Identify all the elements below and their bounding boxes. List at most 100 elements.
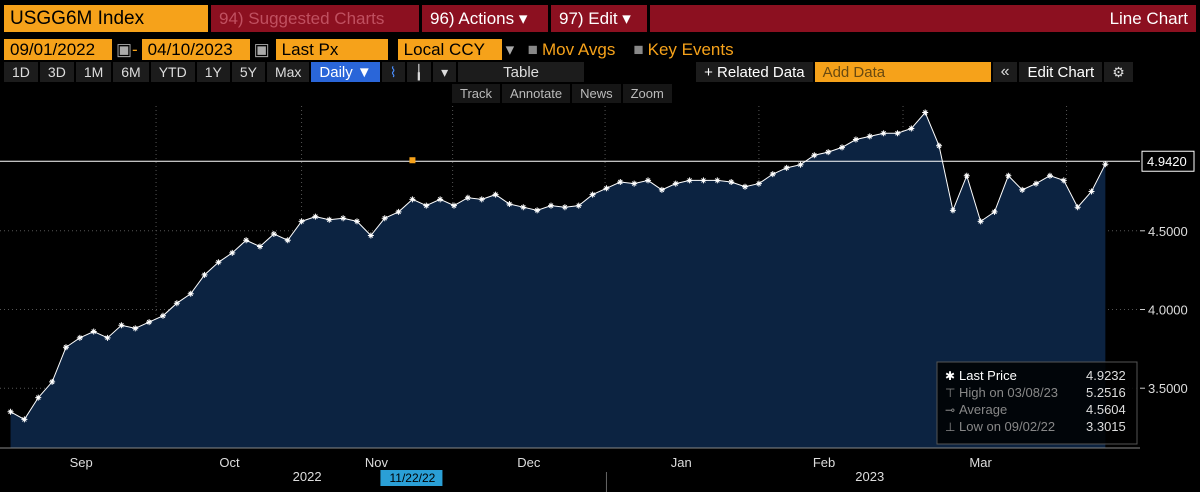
point bbox=[326, 216, 333, 223]
point bbox=[381, 215, 388, 222]
edit-chart[interactable]: Edit Chart bbox=[1019, 62, 1103, 82]
point bbox=[561, 204, 568, 211]
line-icon[interactable]: ⌇ bbox=[381, 62, 405, 82]
range-button[interactable]: Max bbox=[266, 62, 310, 82]
point bbox=[700, 177, 707, 184]
legend-icon: ✱ bbox=[945, 369, 955, 383]
settings[interactable]: ⚙ bbox=[1104, 62, 1133, 82]
bar-icon[interactable]: ╽ bbox=[406, 62, 432, 82]
start-date[interactable]: 09/01/2022 bbox=[4, 39, 112, 60]
y-tick-label: 3.5000 bbox=[1148, 381, 1188, 396]
currency[interactable]: Local CCY bbox=[397, 39, 502, 60]
menu[interactable]: 94) Suggested Charts bbox=[211, 5, 419, 32]
dropdown[interactable]: ▾ bbox=[505, 39, 515, 59]
point bbox=[159, 312, 166, 319]
point bbox=[991, 208, 998, 215]
top-bar: USGG6M Index 94) Suggested Charts 96) Ac… bbox=[4, 5, 1196, 32]
point bbox=[880, 130, 887, 137]
option[interactable]: Key Events bbox=[647, 39, 734, 59]
menu[interactable]: 97) Edit ▾ bbox=[551, 5, 647, 32]
legend-box bbox=[936, 361, 1138, 445]
point bbox=[464, 194, 471, 201]
point bbox=[825, 149, 832, 156]
point bbox=[49, 378, 56, 385]
point bbox=[312, 213, 319, 220]
point bbox=[1088, 188, 1095, 195]
end-date[interactable]: 04/10/2023 bbox=[141, 39, 250, 60]
checkbox[interactable]: ■ bbox=[633, 39, 644, 59]
point bbox=[423, 202, 430, 209]
tool[interactable]: Zoom bbox=[622, 84, 672, 103]
range-button[interactable]: 1Y bbox=[196, 62, 230, 82]
y-tick-label: 4.5000 bbox=[1148, 224, 1188, 239]
related[interactable]: + Related Data bbox=[696, 62, 813, 82]
range-button[interactable]: 6M bbox=[113, 62, 149, 82]
point bbox=[658, 186, 665, 193]
point bbox=[256, 243, 263, 250]
range-bar: 1D 3D 1M 6M YTD 1Y 5Y Max Daily ▼ ⌇ ╽ ▾ Table + Relat… bbox=[4, 62, 1196, 82]
line bbox=[10, 111, 1106, 421]
area bbox=[10, 112, 1106, 448]
range-button[interactable]: 5Y bbox=[231, 62, 265, 82]
point bbox=[1019, 186, 1026, 193]
ticker[interactable]: USGG6M Index bbox=[4, 5, 208, 32]
tool[interactable]: Annotate bbox=[502, 84, 571, 103]
point bbox=[76, 334, 83, 341]
point bbox=[506, 201, 513, 208]
point bbox=[62, 344, 69, 351]
legend-label: Last Price bbox=[959, 368, 1017, 383]
point bbox=[492, 191, 499, 198]
point bbox=[146, 319, 153, 326]
point bbox=[839, 144, 846, 151]
marker-box bbox=[380, 470, 443, 486]
point bbox=[7, 408, 14, 415]
period[interactable]: Daily ▼ bbox=[311, 62, 380, 82]
legend-value: 5.2516 bbox=[1086, 385, 1126, 400]
point bbox=[35, 394, 42, 401]
x-tick-label: Feb bbox=[813, 455, 835, 470]
legend-value: 4.9232 bbox=[1086, 368, 1126, 383]
legend-icon: ⊥ bbox=[945, 420, 955, 434]
point bbox=[1005, 172, 1012, 179]
calendar-icon[interactable]: ▣ bbox=[116, 39, 133, 59]
legend-icon: ⊸ bbox=[945, 403, 955, 417]
range-button[interactable]: 1M bbox=[75, 62, 112, 82]
calendar-icon[interactable]: ▣ bbox=[253, 39, 270, 59]
table[interactable]: Table bbox=[458, 62, 585, 82]
dropdown[interactable]: ▾ bbox=[433, 62, 457, 82]
point bbox=[132, 325, 139, 332]
marker-label: 11/22/22 bbox=[390, 471, 436, 485]
range-button[interactable]: 3D bbox=[39, 62, 74, 82]
checkbox[interactable]: ■ bbox=[527, 39, 538, 59]
point bbox=[548, 202, 555, 209]
point bbox=[90, 328, 97, 335]
point bbox=[243, 237, 250, 244]
range-button[interactable]: 1D bbox=[4, 62, 38, 82]
legend-label: Low on 09/02/22 bbox=[959, 419, 1055, 434]
field[interactable]: Last Px bbox=[275, 39, 388, 60]
tool-bar: Track Annotate News Zoom bbox=[452, 84, 672, 103]
option[interactable]: Mov Avgs bbox=[541, 39, 616, 59]
menu[interactable]: 96) Actions ▾ bbox=[422, 5, 548, 32]
price-box bbox=[1141, 150, 1195, 172]
tool[interactable]: Track bbox=[452, 84, 501, 103]
point bbox=[672, 180, 679, 187]
point bbox=[437, 196, 444, 203]
tool[interactable]: News bbox=[572, 84, 621, 103]
point bbox=[963, 172, 970, 179]
point bbox=[728, 179, 735, 186]
point bbox=[1074, 204, 1081, 211]
point bbox=[714, 177, 721, 184]
range-button[interactable]: YTD bbox=[150, 62, 195, 82]
point bbox=[118, 322, 125, 329]
collapse[interactable]: « bbox=[992, 62, 1018, 82]
point bbox=[686, 177, 693, 184]
x-tick-label: Oct bbox=[219, 455, 240, 470]
point bbox=[354, 218, 361, 225]
add-data[interactable]: Add Data bbox=[814, 62, 991, 82]
point bbox=[187, 290, 194, 297]
year-label: 2023 bbox=[855, 469, 884, 484]
point bbox=[298, 218, 305, 225]
point bbox=[977, 218, 984, 225]
point bbox=[783, 164, 790, 171]
